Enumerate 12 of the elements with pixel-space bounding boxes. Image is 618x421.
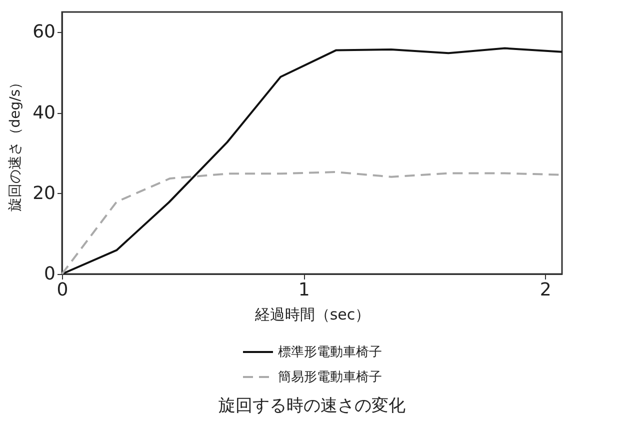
y-tick-label: 60 (32, 22, 56, 43)
text: 旋回する時の速さの変化 (218, 396, 406, 416)
y-tick-label: 40 (32, 102, 56, 124)
x-tick-label: 2 (540, 280, 552, 300)
legend-label: 標準形電動車椅子 (278, 345, 382, 360)
legend-label: 簡易形電動車椅子 (278, 370, 382, 385)
y-axis-title: 旋回の速さ（deg/s） (8, 75, 24, 212)
x-tick-label: 1 (298, 280, 310, 300)
x-tick-label: 0 (56, 280, 68, 300)
y-tick-label: 20 (32, 182, 56, 204)
y-tick-label: 0 (44, 264, 56, 284)
x-axis-title: 経過時間（sec） (254, 306, 370, 324)
